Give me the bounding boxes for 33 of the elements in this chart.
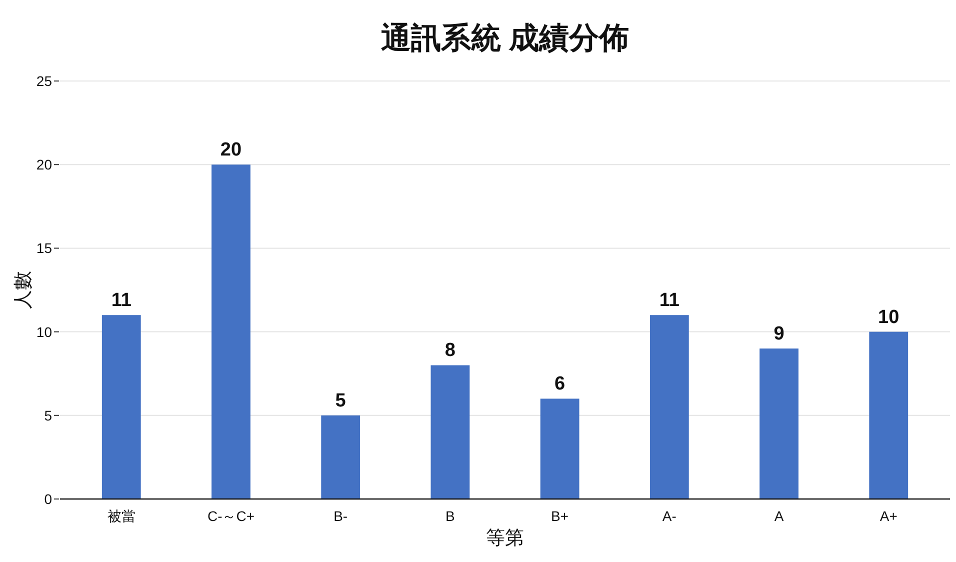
bar	[760, 348, 798, 499]
y-tick-label: 0	[44, 491, 52, 507]
data-label: 10	[878, 306, 900, 328]
x-tick-label: A-	[662, 508, 677, 524]
y-tick-label: 5	[44, 407, 52, 424]
y-tick-label: 25	[36, 73, 52, 89]
data-label: 6	[554, 374, 566, 395]
x-tick-label: B	[446, 508, 455, 524]
x-tick-label: B-	[334, 508, 348, 524]
y-tick-label: 20	[36, 156, 52, 173]
bar	[650, 315, 689, 499]
x-tick-label: 被當	[107, 508, 136, 524]
y-tick-label: 15	[36, 240, 52, 256]
bar	[321, 415, 360, 499]
bar	[212, 164, 250, 499]
data-label: 20	[220, 140, 242, 161]
x-tick-label: A+	[880, 508, 898, 524]
data-label: 5	[335, 390, 346, 412]
bar	[102, 315, 141, 499]
chart-title: 通訊系統 成績分佈	[380, 22, 630, 55]
x-axis-title: 等第	[486, 528, 524, 549]
bar	[869, 332, 908, 499]
bar	[430, 365, 470, 499]
x-tick-label: B+	[551, 508, 569, 524]
data-label: 11	[659, 290, 680, 312]
data-label: 11	[111, 290, 132, 312]
data-label: 8	[444, 340, 456, 362]
x-tick-label: A	[774, 508, 784, 524]
data-label: 9	[774, 324, 784, 345]
y-axis-title: 人數	[13, 271, 34, 309]
bar	[540, 398, 580, 499]
y-tick-label: 10	[36, 324, 52, 340]
x-tick-label: C-～C+	[207, 508, 255, 524]
